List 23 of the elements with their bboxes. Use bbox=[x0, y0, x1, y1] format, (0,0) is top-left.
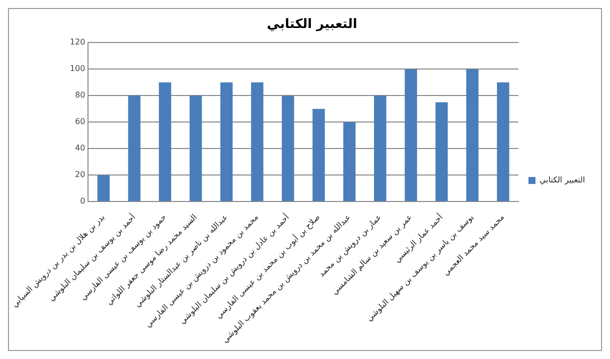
y-tick-label: 0 bbox=[80, 196, 86, 206]
bar bbox=[374, 96, 386, 202]
legend-label: التعبير الكتابي bbox=[539, 176, 586, 185]
bar bbox=[496, 82, 510, 202]
y-tick-label: 80 bbox=[75, 90, 86, 100]
y-tick-label: 60 bbox=[75, 117, 86, 126]
bar bbox=[251, 82, 264, 202]
bar bbox=[404, 69, 418, 202]
bar bbox=[282, 96, 294, 202]
bar bbox=[466, 69, 479, 202]
bar bbox=[128, 96, 140, 202]
bar bbox=[158, 82, 172, 202]
bar bbox=[190, 96, 202, 202]
y-tick-label: 100 bbox=[70, 64, 86, 74]
bar bbox=[343, 122, 356, 202]
y-tick-label: 20 bbox=[75, 170, 86, 180]
bar bbox=[312, 108, 325, 202]
chart-title: التعبير الكتابي bbox=[266, 17, 358, 32]
y-tick-label: 120 bbox=[70, 38, 86, 47]
bar bbox=[435, 102, 448, 202]
bar bbox=[220, 82, 233, 202]
bar bbox=[97, 175, 110, 202]
y-tick-label: 40 bbox=[75, 144, 86, 153]
